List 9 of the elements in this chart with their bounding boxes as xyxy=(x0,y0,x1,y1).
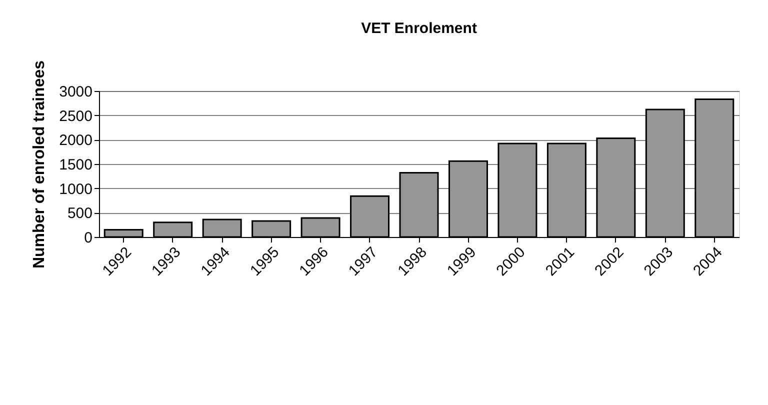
y-tick-label: 3000 xyxy=(59,84,92,100)
y-axis-title: Number of enroled trainees xyxy=(31,60,48,269)
y-tick-label: 1500 xyxy=(59,156,92,174)
y-tick-label: 2000 xyxy=(59,132,92,150)
y-tick-label: 1000 xyxy=(59,180,92,198)
y-tick-label: 0 xyxy=(84,230,92,246)
y-tick-label: 500 xyxy=(67,205,92,222)
y-tick-label: 2500 xyxy=(59,108,92,125)
chart-title: VET Enrolement xyxy=(361,20,477,37)
